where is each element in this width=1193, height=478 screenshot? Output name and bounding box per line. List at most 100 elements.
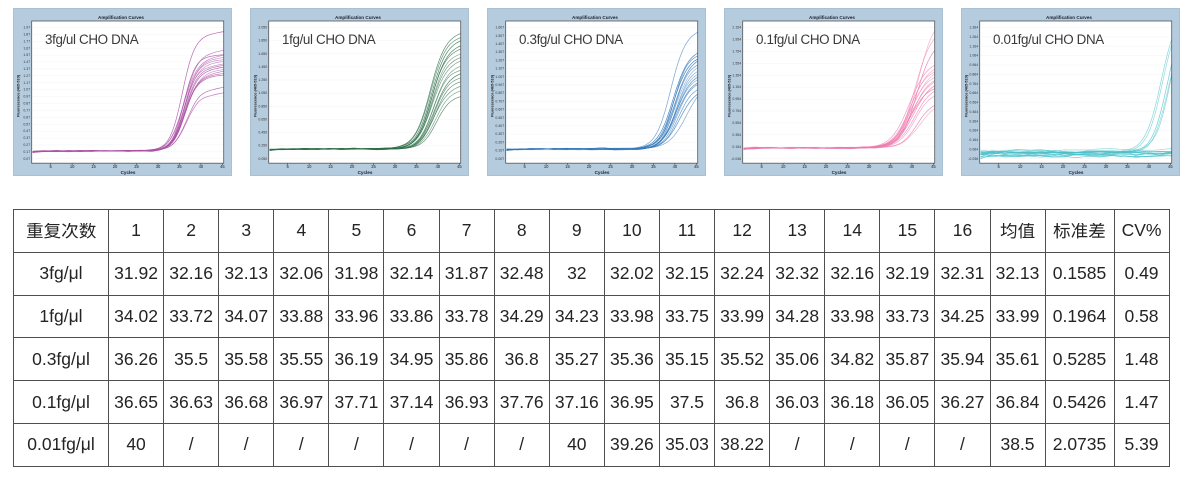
svg-text:1.354: 1.354 — [732, 73, 741, 77]
svg-text:0.064: 0.064 — [969, 147, 978, 151]
svg-text:30: 30 — [630, 164, 635, 169]
svg-text:0.77: 0.77 — [23, 109, 30, 113]
svg-text:-0.036: -0.036 — [968, 157, 978, 161]
svg-text:0.007: 0.007 — [495, 157, 504, 161]
svg-text:1.67: 1.67 — [23, 46, 30, 50]
svg-text:0.107: 0.107 — [495, 149, 504, 153]
svg-text:1.364: 1.364 — [969, 26, 978, 30]
svg-text:Cycles: Cycles — [121, 170, 136, 175]
svg-text:0.307: 0.307 — [495, 132, 504, 136]
svg-text:1.450: 1.450 — [258, 65, 267, 69]
svg-text:25: 25 — [134, 164, 139, 169]
svg-text:0.507: 0.507 — [495, 116, 504, 120]
svg-text:0.554: 0.554 — [732, 121, 741, 125]
svg-text:1.650: 1.650 — [258, 52, 267, 56]
svg-text:0.57: 0.57 — [23, 122, 30, 126]
svg-text:0.907: 0.907 — [495, 83, 504, 87]
svg-text:35: 35 — [1125, 164, 1130, 169]
svg-text:Amplification Curves: Amplification Curves — [98, 15, 144, 20]
svg-text:0.364: 0.364 — [969, 119, 978, 123]
svg-text:0.407: 0.407 — [495, 124, 504, 128]
svg-text:Fluorescence (465-510): Fluorescence (465-510) — [491, 74, 495, 117]
svg-text:1.850: 1.850 — [258, 39, 267, 43]
svg-text:0.807: 0.807 — [495, 91, 504, 95]
svg-text:0.450: 0.450 — [258, 131, 267, 135]
svg-text:40: 40 — [673, 164, 678, 169]
svg-text:0.37: 0.37 — [23, 136, 30, 140]
svg-text:35: 35 — [888, 164, 893, 169]
svg-text:1.507: 1.507 — [495, 34, 504, 38]
svg-text:Cycles: Cycles — [595, 170, 610, 175]
svg-text:0.964: 0.964 — [969, 63, 978, 67]
svg-text:0.250: 0.250 — [258, 144, 267, 148]
svg-text:25: 25 — [371, 164, 376, 169]
svg-text:45: 45 — [931, 164, 936, 169]
svg-text:Fluorescence (465-510): Fluorescence (465-510) — [728, 74, 732, 117]
svg-text:20: 20 — [113, 164, 118, 169]
svg-text:Amplification Curves: Amplification Curves — [572, 15, 618, 20]
svg-text:Amplification Curves: Amplification Curves — [335, 15, 381, 20]
svg-text:-0.046: -0.046 — [731, 157, 741, 161]
svg-text:0.607: 0.607 — [495, 108, 504, 112]
svg-text:1.87: 1.87 — [23, 33, 30, 37]
svg-text:2.154: 2.154 — [732, 26, 741, 30]
svg-text:Cycles: Cycles — [832, 170, 847, 175]
svg-text:0.17: 0.17 — [23, 150, 30, 154]
svg-text:0.754: 0.754 — [732, 109, 741, 113]
svg-text:0.164: 0.164 — [969, 138, 978, 142]
svg-text:15: 15 — [1039, 164, 1044, 169]
svg-text:1.050: 1.050 — [258, 91, 267, 95]
svg-text:25: 25 — [1082, 164, 1087, 169]
svg-text:0.47: 0.47 — [23, 129, 30, 133]
svg-text:0.664: 0.664 — [969, 91, 978, 95]
svg-text:1.17: 1.17 — [23, 81, 30, 85]
svg-text:Fluorescence (465-510): Fluorescence (465-510) — [965, 74, 969, 117]
svg-text:5: 5 — [760, 164, 763, 169]
svg-text:35: 35 — [651, 164, 656, 169]
svg-text:0.07: 0.07 — [23, 157, 30, 161]
svg-text:20: 20 — [824, 164, 829, 169]
svg-text:1.37: 1.37 — [23, 67, 30, 71]
svg-text:Cycles: Cycles — [358, 170, 373, 175]
svg-text:0.87: 0.87 — [23, 102, 30, 106]
svg-text:15: 15 — [565, 164, 570, 169]
svg-text:20: 20 — [350, 164, 355, 169]
svg-text:Fluorescence (465-510): Fluorescence (465-510) — [254, 74, 258, 117]
svg-text:40: 40 — [910, 164, 915, 169]
svg-text:5: 5 — [997, 164, 1000, 169]
svg-text:45: 45 — [220, 164, 225, 169]
svg-text:1.57: 1.57 — [23, 53, 30, 57]
svg-text:45: 45 — [457, 164, 462, 169]
svg-text:0.954: 0.954 — [732, 97, 741, 101]
svg-text:0.1fg/ul CHO DNA: 0.1fg/ul CHO DNA — [756, 32, 860, 47]
svg-text:0.67: 0.67 — [23, 115, 30, 119]
svg-text:Amplification Curves: Amplification Curves — [809, 15, 855, 20]
svg-text:0.3fg/ul CHO DNA: 0.3fg/ul CHO DNA — [519, 32, 623, 47]
svg-text:0.764: 0.764 — [969, 82, 978, 86]
svg-text:10: 10 — [70, 164, 75, 169]
svg-text:1.607: 1.607 — [495, 26, 504, 30]
svg-text:1fg/ul CHO DNA: 1fg/ul CHO DNA — [282, 32, 376, 47]
svg-text:10: 10 — [1018, 164, 1023, 169]
svg-text:1.154: 1.154 — [732, 85, 741, 89]
svg-text:10: 10 — [544, 164, 549, 169]
svg-text:45: 45 — [1168, 164, 1173, 169]
svg-text:20: 20 — [587, 164, 592, 169]
svg-text:1.007: 1.007 — [495, 75, 504, 79]
svg-text:25: 25 — [845, 164, 850, 169]
svg-text:1.954: 1.954 — [732, 38, 741, 42]
svg-text:1.307: 1.307 — [495, 50, 504, 54]
svg-text:0.207: 0.207 — [495, 140, 504, 144]
svg-text:10: 10 — [307, 164, 312, 169]
svg-text:5: 5 — [49, 164, 52, 169]
svg-text:25: 25 — [608, 164, 613, 169]
svg-text:3fg/ul CHO DNA: 3fg/ul CHO DNA — [45, 32, 139, 47]
svg-text:0.864: 0.864 — [969, 73, 978, 77]
svg-text:30: 30 — [156, 164, 161, 169]
svg-text:35: 35 — [414, 164, 419, 169]
svg-text:0.354: 0.354 — [732, 133, 741, 137]
svg-text:0.050: 0.050 — [258, 157, 267, 161]
svg-text:Amplification Curves: Amplification Curves — [1046, 15, 1092, 20]
svg-text:30: 30 — [393, 164, 398, 169]
svg-text:2.050: 2.050 — [258, 26, 267, 30]
